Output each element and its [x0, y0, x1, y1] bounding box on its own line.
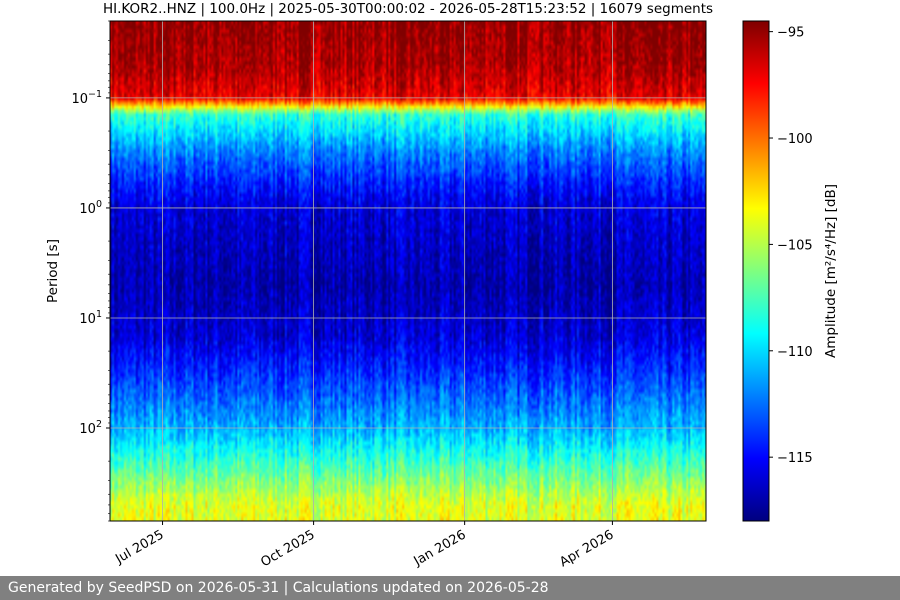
- colorbar: [742, 20, 770, 522]
- y-axis-ticks: 10−1 100 101 102: [71, 20, 110, 522]
- y-axis-label: Period [s]: [45, 239, 61, 303]
- x-tick-label: Oct 2025: [258, 527, 317, 570]
- colorbar-tick-label: −115: [777, 451, 813, 466]
- x-tick-label: Jul 2025: [112, 527, 166, 567]
- spectrogram-heatmap: [110, 21, 706, 521]
- colorbar-tick-label: −95: [777, 26, 804, 41]
- chart-title: HI.KOR2..HNZ | 100.0Hz | 2025-05-30T00:0…: [103, 1, 713, 17]
- y-tick-label: 101: [79, 309, 102, 327]
- colorbar-tick-label: −105: [777, 238, 813, 253]
- plot-frame: [109, 20, 707, 522]
- y-tick-label: 100: [79, 199, 102, 217]
- footer-bar: Generated by SeedPSD on 2026-05-31 | Cal…: [0, 576, 900, 600]
- x-tick-label: Jan 2026: [411, 527, 469, 569]
- colorbar-tick-label: −100: [777, 132, 813, 147]
- x-axis-ticks: Jul 2025 Oct 2025 Jan 2026 Apr 2026: [112, 521, 616, 570]
- footer-text: Generated by SeedPSD on 2026-05-31 | Cal…: [8, 580, 549, 596]
- grid-lines: [110, 21, 706, 521]
- y-tick-label: 102: [79, 419, 102, 437]
- heatmap-image: [110, 21, 706, 521]
- y-tick-label: 10−1: [71, 89, 102, 107]
- colorbar-label: Amplitude [m²/s⁴/Hz] [dB]: [823, 184, 839, 358]
- colorbar-tick-label: −110: [777, 345, 813, 360]
- colorbar-label-text: Amplitude [m²/s⁴/Hz] [dB]: [823, 184, 839, 358]
- colorbar-ticks: −95 −100 −105 −110 −115: [769, 26, 813, 466]
- x-tick-label: Apr 2026: [557, 527, 616, 570]
